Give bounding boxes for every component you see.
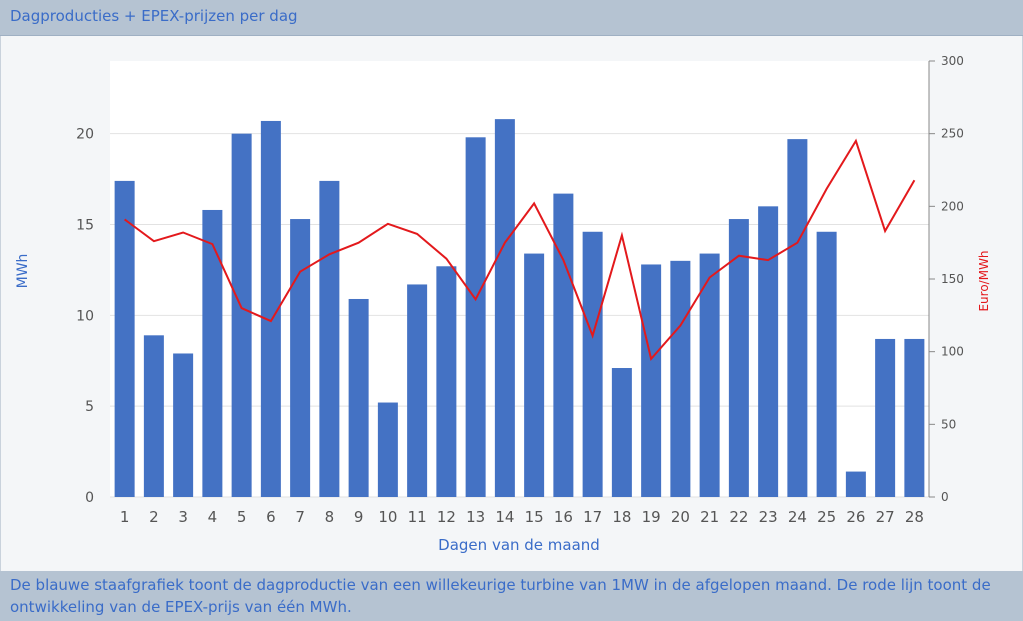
x-tick-label: 1 xyxy=(120,508,130,526)
bar xyxy=(728,219,749,498)
x-tick-label: 10 xyxy=(378,508,397,526)
x-tick-label: 15 xyxy=(525,508,544,526)
chart-title: Dagproducties + EPEX-prijzen per dag xyxy=(0,0,1023,36)
x-tick-label: 23 xyxy=(759,508,778,526)
y-tick-label: 5 xyxy=(85,399,94,415)
x-tick-label: 18 xyxy=(612,508,631,526)
x-tick-label: 17 xyxy=(583,508,602,526)
x-tick-label: 20 xyxy=(671,508,690,526)
y2-tick-label: 200 xyxy=(941,199,964,213)
bar xyxy=(319,180,340,497)
bar xyxy=(231,133,252,497)
bar xyxy=(758,206,779,498)
x-tick-label: 8 xyxy=(325,508,335,526)
y2-tick-label: 300 xyxy=(941,54,964,68)
x-tick-label: 25 xyxy=(817,508,836,526)
x-tick-label: 26 xyxy=(846,508,865,526)
bar xyxy=(173,353,194,497)
x-tick-label: 6 xyxy=(266,508,276,526)
bar xyxy=(202,209,223,497)
bar xyxy=(290,219,311,498)
left-axis-ticks: 0 5 10 15 20 xyxy=(76,127,94,506)
y-tick-label: 15 xyxy=(76,218,94,234)
x-tick-label: 3 xyxy=(178,508,188,526)
y2-axis-title: Euro/MWh xyxy=(977,250,991,311)
y2-tick-label: 0 xyxy=(941,490,949,504)
bar xyxy=(436,266,457,497)
x-tick-label: 5 xyxy=(237,508,247,526)
x-tick-label: 14 xyxy=(495,508,514,526)
x-tick-label: 22 xyxy=(729,508,748,526)
x-tick-label: 11 xyxy=(408,508,427,526)
price-line xyxy=(124,138,916,362)
bar xyxy=(611,368,632,497)
right-axis-ticks: 0 50 100 150 200 250 300 xyxy=(929,54,964,504)
y2-tick-label: 100 xyxy=(941,345,964,359)
x-tick-label: 19 xyxy=(642,508,661,526)
y-tick-label: 0 xyxy=(85,490,94,506)
y2-tick-label: 150 xyxy=(941,272,964,286)
x-tick-label: 7 xyxy=(295,508,305,526)
y-tick-label: 20 xyxy=(76,127,94,143)
bar xyxy=(699,253,720,497)
x-tick-label: 13 xyxy=(466,508,485,526)
x-tick-label: 28 xyxy=(905,508,924,526)
bar xyxy=(904,338,925,497)
x-tick-label: 9 xyxy=(354,508,364,526)
chart-caption: De blauwe staafgrafiek toont de dagprodu… xyxy=(0,571,1023,621)
x-axis-ticks: 1 2 3 4 5 6 7 8 9 10 11 12 13 14 15 16 17 18 19 20 21 22 23 24 2… xyxy=(120,508,924,526)
bar-series xyxy=(114,119,925,498)
x-tick-label: 4 xyxy=(208,508,218,526)
bar xyxy=(377,402,398,497)
y2-tick-label: 250 xyxy=(941,127,964,141)
bar xyxy=(524,253,545,497)
bar xyxy=(670,260,691,497)
x-tick-label: 21 xyxy=(700,508,719,526)
bar xyxy=(553,193,574,497)
bar xyxy=(816,231,837,497)
chart-panel: 0 5 10 15 20 0 50 100 150 200 250 300 1 2 3 4 5 6 7 8 9 10 1… xyxy=(0,36,1023,571)
bar xyxy=(260,120,281,497)
x-tick-label: 24 xyxy=(788,508,807,526)
bar xyxy=(787,139,808,497)
bar xyxy=(114,180,135,497)
x-tick-label: 12 xyxy=(437,508,456,526)
bar xyxy=(582,231,603,497)
bar xyxy=(348,298,369,497)
x-axis-title: Dagen van de maand xyxy=(438,536,600,554)
x-tick-label: 27 xyxy=(876,508,895,526)
y-tick-label: 10 xyxy=(76,308,94,324)
bar xyxy=(641,264,662,497)
y2-tick-label: 50 xyxy=(941,417,956,431)
bar xyxy=(494,119,515,497)
bar xyxy=(407,284,428,497)
y-axis-title: MWh xyxy=(15,254,31,289)
bar xyxy=(465,137,486,498)
bar xyxy=(875,338,896,497)
x-tick-label: 2 xyxy=(149,508,159,526)
bar xyxy=(143,335,164,497)
x-tick-label: 16 xyxy=(554,508,573,526)
bar xyxy=(845,471,866,497)
